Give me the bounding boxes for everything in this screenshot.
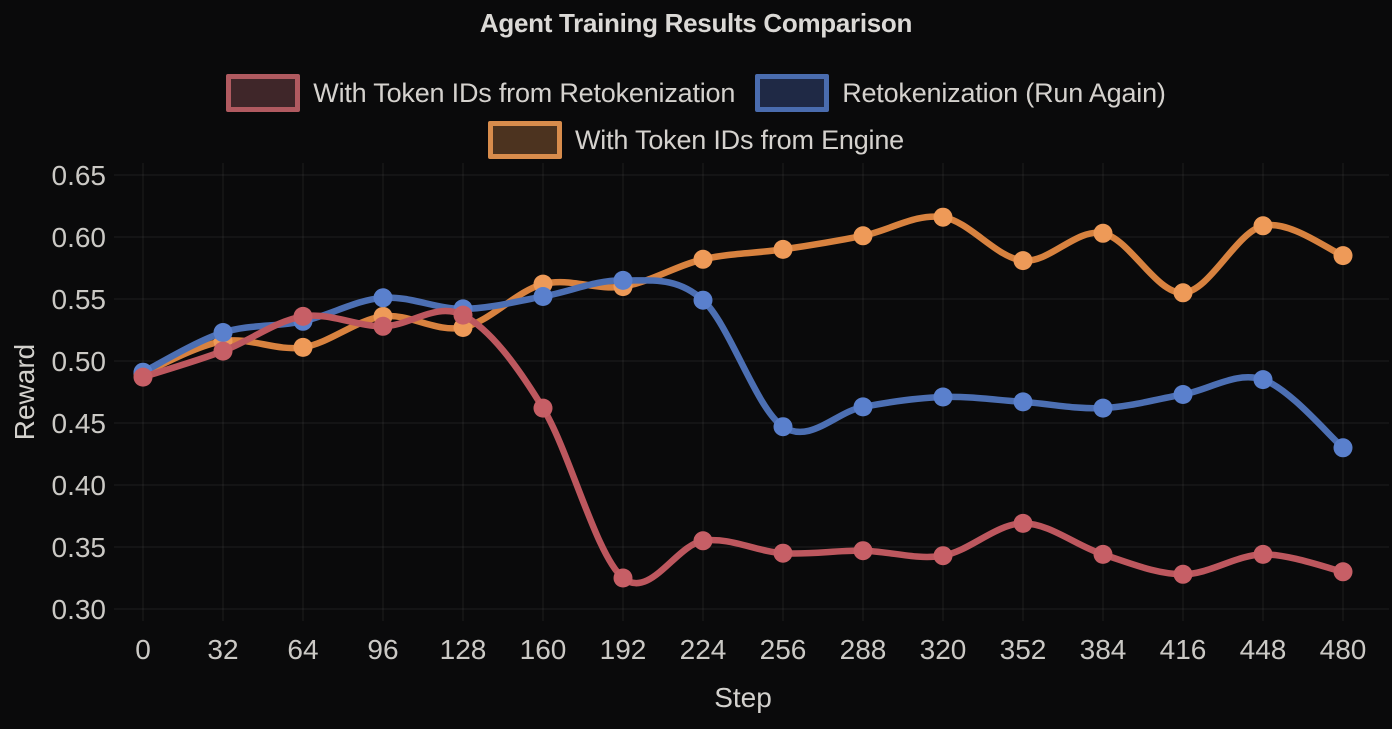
data-point-series-1 xyxy=(373,288,393,308)
data-point-series-0 xyxy=(453,305,473,325)
legend-label-engine-ids: With Token IDs from Engine xyxy=(575,124,904,155)
data-point-series-0 xyxy=(853,541,873,561)
x-tick-label: 416 xyxy=(1160,634,1207,665)
x-tick-label: 224 xyxy=(680,634,727,665)
x-tick-label: 64 xyxy=(287,634,318,665)
data-point-series-2 xyxy=(1093,223,1113,243)
data-point-series-1 xyxy=(533,287,553,306)
series-line-0 xyxy=(139,307,1347,587)
data-point-series-1 xyxy=(1013,392,1033,412)
series-line-1 xyxy=(139,277,1347,452)
data-point-series-2 xyxy=(773,239,793,259)
data-point-series-0 xyxy=(1093,544,1113,564)
legend-label-retokenization-ids: With Token IDs from Retokenization xyxy=(313,77,736,108)
legend-swatch-red xyxy=(226,74,301,112)
data-point-series-1 xyxy=(1253,370,1273,390)
data-point-series-1 xyxy=(1333,438,1353,458)
data-point-series-0 xyxy=(1173,564,1193,584)
data-point-series-2 xyxy=(1173,283,1193,303)
data-point-series-2 xyxy=(1253,216,1273,236)
x-tick-label: 384 xyxy=(1080,634,1127,665)
data-point-series-2 xyxy=(1013,251,1033,271)
data-point-series-1 xyxy=(853,397,873,417)
y-axis-label: Reward xyxy=(9,344,40,440)
legend-entry-retokenization-ids: With Token IDs from Retokenization xyxy=(226,74,735,112)
data-point-series-2 xyxy=(693,249,713,269)
y-tick-label: 0.40 xyxy=(52,470,107,501)
data-point-series-0 xyxy=(1013,513,1033,533)
data-point-series-0 xyxy=(293,306,313,326)
x-tick-label: 160 xyxy=(520,634,567,665)
x-tick-label: 0 xyxy=(135,634,151,665)
legend-row-1: With Token IDs from Retokenization Retok… xyxy=(226,74,1166,112)
data-point-series-2 xyxy=(293,337,313,357)
legend: With Token IDs from Retokenization Retok… xyxy=(0,74,1392,159)
series-lines xyxy=(133,207,1353,588)
y-tick-label: 0.45 xyxy=(52,408,107,439)
legend-label-run-again: Retokenization (Run Again) xyxy=(842,77,1166,108)
y-tick-label: 0.55 xyxy=(52,284,107,315)
legend-row-2: With Token IDs from Engine xyxy=(488,121,904,159)
data-point-series-1 xyxy=(773,417,793,437)
data-point-series-0 xyxy=(693,531,713,551)
y-tick-label: 0.65 xyxy=(52,160,107,191)
y-tick-label: 0.50 xyxy=(52,346,107,377)
x-tick-label: 128 xyxy=(440,634,487,665)
data-point-series-0 xyxy=(373,316,393,336)
data-point-series-2 xyxy=(1333,246,1353,266)
data-point-series-2 xyxy=(853,226,873,246)
x-tick-label: 320 xyxy=(920,634,967,665)
tick-labels: 0 32 64 96 128 160 192 224 256 288 320 352 384 416 448… xyxy=(52,160,1367,665)
data-point-series-0 xyxy=(933,546,953,566)
x-tick-label: 352 xyxy=(1000,634,1047,665)
data-point-series-0 xyxy=(533,398,553,418)
x-tick-label: 192 xyxy=(600,634,647,665)
data-point-series-1 xyxy=(613,270,633,290)
x-tick-label: 288 xyxy=(840,634,887,665)
x-axis-label: Step xyxy=(714,682,772,713)
y-tick-label: 0.30 xyxy=(52,594,107,625)
data-point-series-1 xyxy=(1093,398,1113,418)
y-tick-label: 0.60 xyxy=(52,222,107,253)
data-point-series-0 xyxy=(773,543,793,563)
data-point-series-1 xyxy=(1173,385,1193,404)
y-tick-label: 0.35 xyxy=(52,532,107,563)
data-point-series-1 xyxy=(693,290,713,310)
x-tick-label: 256 xyxy=(760,634,807,665)
x-tick-label: 480 xyxy=(1320,634,1367,665)
x-tick-label: 96 xyxy=(367,634,398,665)
data-point-series-0 xyxy=(1253,544,1273,564)
legend-entry-run-again: Retokenization (Run Again) xyxy=(755,74,1166,112)
data-point-series-0 xyxy=(1333,562,1353,582)
data-point-series-1 xyxy=(213,323,233,342)
legend-swatch-blue xyxy=(755,74,830,112)
x-tick-label: 32 xyxy=(207,634,238,665)
data-point-series-0 xyxy=(133,367,153,387)
legend-swatch-orange xyxy=(488,121,563,159)
legend-entry-engine-ids: With Token IDs from Engine xyxy=(488,121,904,159)
chart-title: Agent Training Results Comparison xyxy=(479,8,913,38)
series-line-2 xyxy=(139,213,1347,377)
data-point-series-0 xyxy=(613,568,633,588)
x-tick-label: 448 xyxy=(1240,634,1287,665)
data-point-series-0 xyxy=(213,341,233,361)
data-point-series-1 xyxy=(933,387,953,407)
data-point-series-2 xyxy=(933,207,953,227)
